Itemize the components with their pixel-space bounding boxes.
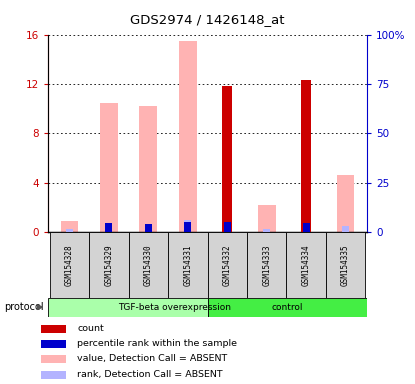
Text: control: control [272,303,303,312]
Bar [41,355,66,363]
Bar [342,226,349,232]
Bar [168,232,208,298]
Bar [301,80,311,232]
Text: GSM154335: GSM154335 [341,244,350,286]
Text: GSM154331: GSM154331 [183,244,192,286]
Bar [41,340,66,348]
Bar [145,224,152,232]
Bar [286,232,326,298]
Text: TGF-beta overexpression: TGF-beta overexpression [118,303,232,312]
Bar [208,298,367,317]
Text: GSM154334: GSM154334 [302,244,310,286]
Bar [184,220,191,232]
Text: GSM154330: GSM154330 [144,244,153,286]
Text: GDS2974 / 1426148_at: GDS2974 / 1426148_at [130,13,285,26]
Bar [89,232,129,298]
Text: count: count [78,324,104,333]
Bar [184,222,191,232]
Bar [224,222,231,232]
Bar [326,232,365,298]
Bar [303,223,310,232]
Text: rank, Detection Call = ABSENT: rank, Detection Call = ABSENT [78,370,223,379]
Bar [222,86,232,232]
Bar [179,41,197,232]
Bar [247,232,286,298]
Bar [105,223,112,232]
Bar [129,232,168,298]
Text: GSM154332: GSM154332 [223,244,232,286]
Bar [41,371,66,379]
Text: value, Detection Call = ABSENT: value, Detection Call = ABSENT [78,354,228,363]
Bar [337,175,354,232]
Bar [263,229,270,232]
Text: percentile rank within the sample: percentile rank within the sample [78,339,237,348]
Bar [139,106,157,232]
Bar [61,221,78,232]
Bar [50,232,89,298]
Bar [258,205,276,232]
Bar [208,232,247,298]
Text: GSM154333: GSM154333 [262,244,271,286]
Bar [48,298,208,317]
Text: GSM154329: GSM154329 [105,244,113,286]
Bar [100,103,118,232]
Bar [41,325,66,333]
Bar [66,229,73,232]
Text: GSM154328: GSM154328 [65,244,74,286]
Text: protocol: protocol [4,302,44,312]
